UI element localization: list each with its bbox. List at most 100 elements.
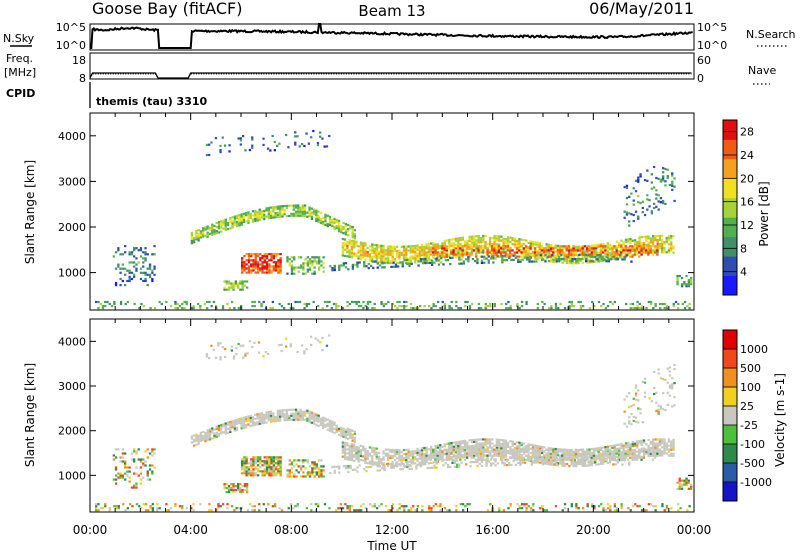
echo-cell	[347, 223, 350, 227]
echo-cell	[450, 238, 453, 241]
echo-cell	[195, 230, 198, 233]
echo-cell	[604, 446, 607, 449]
echo-cell	[542, 461, 545, 464]
echo-cell	[328, 423, 332, 426]
echo-cell	[606, 246, 609, 249]
echo-cell	[124, 466, 127, 469]
echo-cell	[668, 183, 672, 187]
echo-cell	[657, 368, 660, 371]
echo-cell	[457, 243, 460, 246]
echo-cell	[509, 450, 512, 453]
echo-cell	[393, 247, 397, 250]
echo-cell	[454, 445, 458, 448]
echo-cell	[294, 131, 297, 134]
echo-cell	[644, 452, 648, 455]
echo-cell	[300, 143, 304, 146]
echo-cell	[233, 223, 236, 226]
echo-cell	[211, 437, 214, 440]
echo-cell	[522, 446, 526, 449]
echo-cell	[368, 460, 372, 463]
echo-cell	[208, 432, 212, 435]
echo-cell	[95, 505, 98, 508]
echo-cell	[634, 384, 638, 387]
echo-cell	[265, 263, 269, 266]
echo-cell	[441, 245, 444, 248]
echo-cell	[250, 263, 253, 266]
echo-cell	[483, 255, 486, 258]
echo-cell	[419, 465, 422, 468]
echo-cell	[536, 458, 539, 461]
echo-cell	[298, 145, 301, 148]
echo-cell	[501, 257, 504, 260]
echo-cell	[670, 249, 673, 252]
colorbar-tick-label: 12	[740, 219, 754, 232]
echo-cell	[590, 464, 594, 467]
echo-cell	[371, 245, 374, 248]
echo-cell	[215, 427, 218, 430]
echo-cell	[275, 474, 278, 477]
echo-cell	[267, 213, 270, 216]
echo-cell	[433, 464, 436, 467]
echo-cell	[597, 447, 600, 450]
echo-cell	[308, 465, 312, 468]
echo-cell	[547, 251, 551, 254]
echo-cell	[368, 257, 372, 260]
echo-cell	[655, 193, 658, 196]
echo-cell	[602, 247, 605, 250]
echo-cell	[256, 217, 259, 220]
echo-cell	[211, 227, 214, 230]
echo-cell	[135, 269, 138, 272]
y-tick-label: 2000	[58, 221, 86, 234]
echo-cell	[655, 176, 658, 180]
echo-cell	[457, 446, 460, 449]
echo-cell	[616, 459, 619, 462]
echo-cell	[624, 444, 628, 447]
echo-cell	[356, 470, 359, 473]
echo-cell	[491, 442, 494, 445]
echo-cell	[387, 249, 390, 252]
echo-cell	[484, 245, 487, 248]
echo-cell	[673, 404, 676, 407]
echo-cell	[640, 245, 643, 248]
echo-cell	[519, 463, 522, 466]
echo-cell	[597, 251, 600, 255]
echo-cell	[420, 453, 424, 456]
echo-cell	[133, 450, 136, 453]
echo-cell	[371, 307, 374, 310]
echo-cell	[441, 300, 444, 304]
echo-cell	[414, 458, 417, 461]
echo-cell	[326, 422, 329, 425]
echo-cell	[636, 242, 639, 246]
echo-cell	[144, 273, 147, 276]
echo-cell	[153, 245, 156, 248]
echo-cell	[545, 454, 548, 457]
echo-cell	[303, 144, 306, 148]
echo-cell	[310, 413, 313, 416]
echo-cell	[277, 458, 280, 461]
echo-cell	[315, 417, 318, 420]
echo-cell	[274, 212, 277, 215]
echo-cell	[479, 245, 482, 248]
echo-cell	[668, 394, 672, 397]
echo-cell	[224, 426, 227, 429]
echo-cell	[637, 215, 640, 218]
echo-cell	[667, 237, 671, 240]
echo-cell	[598, 254, 601, 257]
echo-cell	[371, 251, 374, 254]
echo-cell	[354, 263, 357, 266]
echo-cell	[461, 446, 464, 449]
echo-cell	[616, 258, 619, 261]
echo-cell	[659, 197, 663, 200]
echo-cell	[350, 249, 353, 253]
echo-cell	[343, 443, 347, 446]
colorbar-segment	[723, 236, 737, 257]
echo-cell	[259, 269, 262, 272]
echo-cell	[272, 210, 275, 213]
echo-cell	[261, 265, 264, 268]
echo-cell	[445, 247, 448, 250]
echo-cell	[301, 416, 304, 419]
echo-cell	[423, 459, 426, 462]
echo-cell	[130, 486, 134, 489]
echo-cell	[654, 442, 657, 445]
echo-cell	[618, 250, 621, 253]
